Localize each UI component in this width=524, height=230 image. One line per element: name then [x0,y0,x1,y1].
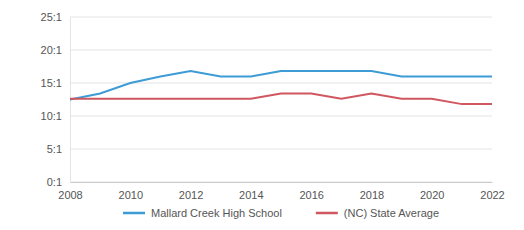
grid-line [70,182,492,183]
grid [70,17,492,182]
y-tick: 20:1 [41,44,70,56]
x-axis: 2008 2010 2012 2014 2016 2018 2020 2022 [58,182,504,201]
x-axis-line [71,182,493,183]
x-tick: 2008 [58,182,82,201]
legend-swatch [316,212,338,215]
lines [70,71,492,104]
x-tick-label: 2022 [480,189,504,201]
x-tick-label: 2010 [119,189,143,201]
series-line [70,71,492,99]
y-tick-label: 10:1 [41,110,62,122]
legend: Mallard Creek High School (NC) State Aver… [123,207,439,219]
y-tick: 25:1 [41,11,70,23]
x-tick-label: 2018 [360,189,384,201]
x-tick-label: 2020 [420,189,444,201]
y-tick-label: 15:1 [41,77,62,89]
legend-label: Mallard Creek High School [151,207,282,219]
x-tick-label: 2012 [179,189,203,201]
chart: 0:15:110:115:120:125:1200820102012201420… [0,0,524,230]
x-tick: 2020 [420,182,444,201]
x-tick: 2012 [179,182,203,201]
y-tick-label: 5:1 [47,143,62,155]
x-tick: 2014 [239,182,263,201]
x-tick-label: 2016 [299,189,323,201]
x-tick-label: 2008 [58,189,82,201]
y-tick-label: 0:1 [47,176,62,188]
legend-item: Mallard Creek High School [123,207,282,219]
y-tick: 15:1 [41,77,70,89]
x-tick: 2010 [119,182,143,201]
x-tick: 2016 [299,182,323,201]
y-tick-label: 25:1 [41,11,62,23]
grid-line [70,50,492,51]
series-line [70,94,492,105]
grid-line [70,17,492,18]
legend-item: (NC) State Average [316,207,439,219]
plot: 0:15:110:115:120:125:1200820102012201420… [41,11,505,201]
grid-line [70,149,492,150]
y-tick: 5:1 [47,143,70,155]
legend-swatch [123,212,145,215]
y-tick: 0:1 [47,176,70,188]
y-tick: 10:1 [41,110,70,122]
grid-line [70,116,492,117]
y-axis: 0:1 5:1 10:1 15:1 20:1 25:1 [41,11,71,188]
y-tick-label: 20:1 [41,44,62,56]
x-tick-label: 2014 [239,189,263,201]
legend-label: (NC) State Average [344,207,439,219]
x-tick: 2022 [480,182,504,201]
x-tick: 2018 [360,182,384,201]
